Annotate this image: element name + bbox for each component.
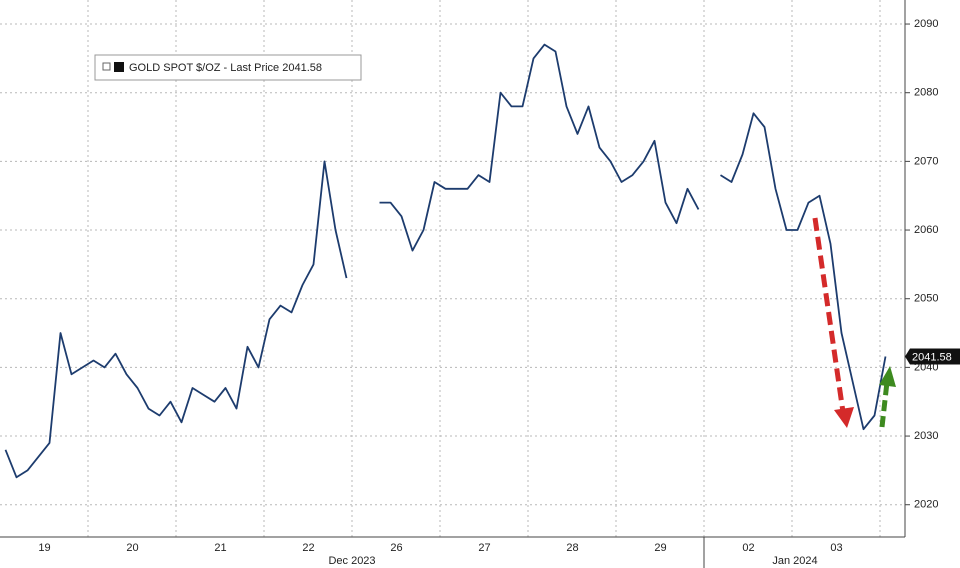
- arrows: [812, 217, 896, 428]
- y-tick-label: 2020: [914, 499, 938, 511]
- day-separators: [0, 0, 905, 537]
- price-line: [4, 160, 348, 479]
- legend-box: [94, 54, 362, 81]
- up-arrow: [879, 381, 890, 428]
- month-label: Jan 2024: [772, 555, 817, 567]
- y-tick-label: 2090: [914, 18, 938, 30]
- x-tick-label: 03: [830, 542, 842, 554]
- up-arrow-head: [879, 366, 896, 387]
- legend-swatch: [114, 62, 124, 72]
- price-line: [379, 43, 700, 252]
- y-tick-label: 2070: [914, 155, 938, 167]
- price-line: [720, 112, 887, 431]
- y-tick-label: 2060: [914, 224, 938, 236]
- down-arrow: [812, 217, 846, 413]
- plot: [4, 43, 887, 479]
- month-label: Dec 2023: [328, 555, 375, 567]
- last-price-label: 2041.58: [912, 351, 952, 363]
- x-tick-label: 20: [126, 542, 138, 554]
- x-tick-label: 29: [654, 542, 666, 554]
- x-tick-label: 19: [38, 542, 50, 554]
- last-price-tag: [905, 348, 960, 365]
- x-tick-label: 27: [478, 542, 490, 554]
- y-tick-label: 2080: [914, 87, 938, 99]
- x-tick-label: 02: [742, 542, 754, 554]
- legend: GOLD SPOT $/OZ - Last Price 2041.58: [94, 54, 362, 81]
- x-tick-label: 26: [390, 542, 402, 554]
- down-arrow-head: [834, 407, 854, 428]
- x-tick-label: 22: [302, 542, 314, 554]
- x-tick-label: 21: [214, 542, 226, 554]
- legend-label: GOLD SPOT $/OZ - Last Price 2041.58: [129, 62, 322, 74]
- y-tick-label: 2030: [914, 430, 938, 442]
- legend-icon: [102, 62, 111, 71]
- y-tick-label: 2050: [914, 293, 938, 305]
- x-tick-label: 28: [566, 542, 578, 554]
